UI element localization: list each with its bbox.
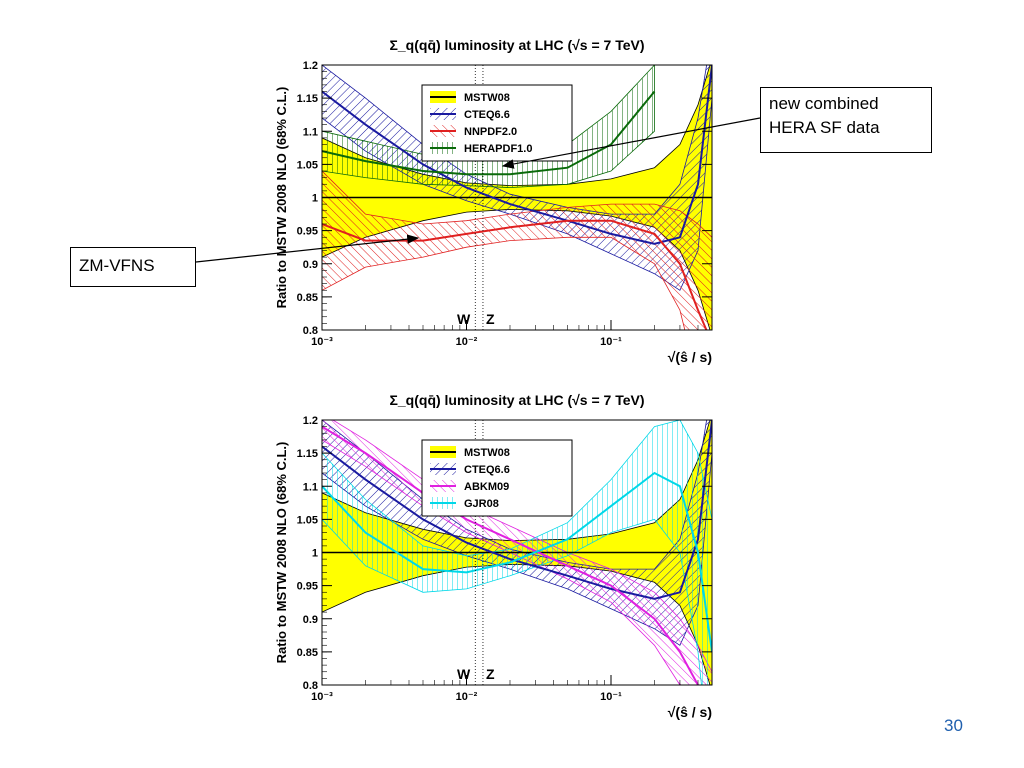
hera-callout-line-2: HERA SF data [769,118,880,137]
z-label: Z [486,666,495,682]
page-number: 30 [944,716,963,735]
x-tick-label: 10⁻² [456,691,478,703]
y-tick-label: 0.85 [297,292,318,304]
hera-callout-box: new combined HERA SF data [760,87,932,153]
y-tick-label: 1.2 [303,415,318,427]
y-axis-label: Ratio to MSTW 2008 NLO (68% C.L.) [274,442,289,664]
legend-label-cteq66: CTEQ6.6 [464,109,510,121]
y-tick-label: 0.9 [303,614,318,626]
legend-label-nnpdf20: NNPDF2.0 [464,126,517,138]
x-tick-label: 10⁻¹ [600,691,622,703]
legend-label-mstw08: MSTW08 [464,92,510,104]
y-tick-label: 1.2 [303,60,318,72]
central-line-abkm09 [322,425,700,685]
zm-vfns-callout-text: ZM-VFNS [79,256,155,275]
z-label: Z [486,311,495,327]
chart-title: Σ_q(qq̄) luminosity at LHC (√s = 7 TeV) [389,37,644,53]
w-label: W [457,311,471,327]
zm-vfns-callout-box: ZM-VFNS [70,247,196,287]
luminosity-chart-top: W Z 0.8 0.85 0.9 0.95 1 1.05 1.1 1.15 1.2 10⁻³ 10⁻² 1… [262,30,722,370]
y-tick-label: 1 [312,193,318,205]
chart-legend: MSTW08 CTEQ6.6 ABKM09 GJR08 [421,439,573,517]
x-tick-label: 10⁻² [456,336,478,348]
band-nnpdf20 [322,170,712,330]
legend-label-abkm09: ABKM09 [464,481,509,493]
y-tick-label: 0.8 [303,325,318,337]
y-tick-label: 0.9 [303,259,318,271]
chart-svg-bottom: W Z 0.8 0.85 0.9 0.95 1 1.05 1.1 1.15 1.2 10⁻³ 10⁻² 1… [274,392,713,720]
chart-title: Σ_q(qq̄) luminosity at LHC (√s = 7 TeV) [389,392,644,408]
x-tick-label: 10⁻³ [311,691,333,703]
y-tick-label: 0.85 [297,647,318,659]
legend-label-mstw08: MSTW08 [464,447,510,459]
y-tick-label: 1.1 [303,481,318,493]
luminosity-chart-bottom: W Z 0.8 0.85 0.9 0.95 1 1.05 1.1 1.15 1.2 10⁻³ 10⁻² 1… [262,385,722,725]
y-axis-label: Ratio to MSTW 2008 NLO (68% C.L.) [274,87,289,309]
y-tick-label: 1.15 [297,93,318,105]
x-tick-label: 10⁻¹ [600,336,622,348]
x-tick-label: 10⁻³ [311,336,333,348]
y-tick-label: 0.95 [297,226,318,238]
y-tick-label: 1.15 [297,448,318,460]
central-line-cteq66 [322,420,712,600]
legend-label-gjr08: GJR08 [464,498,499,510]
y-tick-label: 0.8 [303,680,318,692]
y-tick-label: 1 [312,548,318,560]
x-axis-label: √(ŝ / s) [668,704,712,720]
y-tick-label: 1.05 [297,514,318,526]
chart-legend: MSTW08 CTEQ6.6 NNPDF2.0 HERAPDF1.0 [421,84,573,162]
y-tick-label: 0.95 [297,581,318,593]
w-label: W [457,666,471,682]
legend-label-cteq66: CTEQ6.6 [464,464,510,476]
plot-series-group [322,420,712,685]
y-tick-label: 1.1 [303,126,318,138]
legend-label-herapdf10: HERAPDF1.0 [464,143,532,155]
central-line-gjr08 [322,471,712,653]
chart-svg-top: W Z 0.8 0.85 0.9 0.95 1 1.05 1.1 1.15 1.2 10⁻³ 10⁻² 1… [274,37,713,365]
y-tick-label: 1.05 [297,159,318,171]
x-axis-label: √(ŝ / s) [668,349,712,365]
hera-callout-line-1: new combined [769,94,879,113]
